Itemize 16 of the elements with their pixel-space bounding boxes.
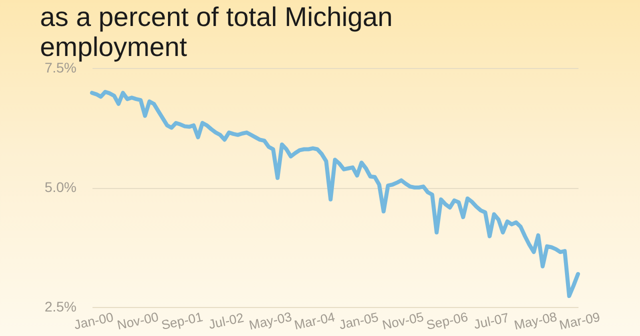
x-tick-label: Sep-01 xyxy=(160,309,204,333)
x-tick-label: Sep-06 xyxy=(425,309,470,333)
x-tick-label: Jul-07 xyxy=(472,310,510,332)
x-tick-label: Mar-09 xyxy=(558,309,602,332)
x-tick-label: May-03 xyxy=(248,309,294,333)
x-tick-label: Jul-02 xyxy=(207,310,246,332)
chart-title: as a percent of total Michigan employment xyxy=(40,2,393,62)
x-tick-label: Jan-05 xyxy=(338,309,380,332)
y-tick-label: 5.0% xyxy=(44,179,76,195)
x-tick-label: Nov-00 xyxy=(116,309,160,333)
y-tick-label: 2.5% xyxy=(44,298,76,314)
x-tick-label: Nov-05 xyxy=(380,309,425,333)
x-tick-label: Mar-04 xyxy=(292,309,336,332)
y-tick-label: 7.5% xyxy=(44,60,76,76)
line-series xyxy=(90,90,580,298)
x-tick-label: May-08 xyxy=(512,309,558,333)
